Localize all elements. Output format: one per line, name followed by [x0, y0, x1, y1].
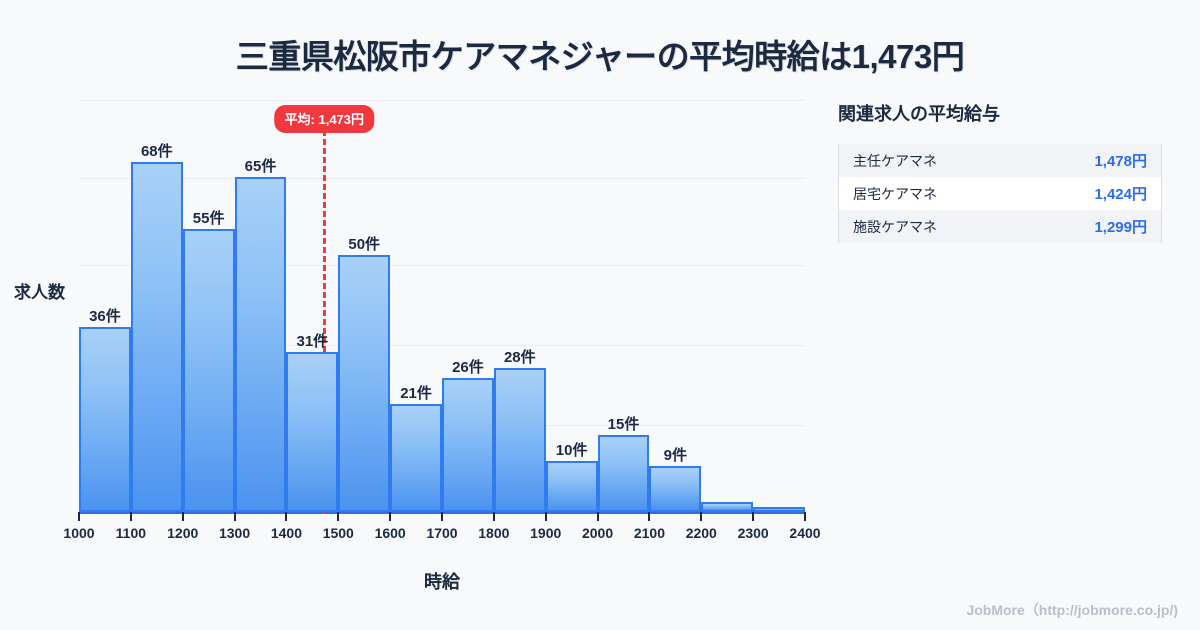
x-axis-tick	[648, 512, 651, 521]
bar-value-label: 36件	[89, 307, 121, 325]
x-axis-tick	[700, 512, 703, 521]
x-axis-tick-label: 1400	[270, 525, 302, 541]
x-axis-tick	[78, 512, 80, 521]
histogram-bar	[649, 465, 702, 512]
bar-value-label: 68件	[140, 143, 173, 160]
bar-value-label: 65件	[244, 158, 277, 176]
histogram-bar	[338, 254, 391, 512]
histogram-bar	[701, 501, 754, 512]
x-axis-tick-label: 1900	[530, 525, 562, 541]
bar-value-label: 50件	[348, 235, 381, 253]
x-axis-tick	[181, 512, 184, 521]
x-axis-tick-label: 1700	[426, 525, 458, 541]
histogram-bar	[130, 162, 183, 512]
histogram-bar	[753, 506, 805, 512]
x-axis-tick-label: 2400	[789, 525, 821, 541]
bar-value-label: 15件	[607, 415, 640, 433]
x-axis-tick-label: 1500	[322, 525, 354, 541]
x-axis-tick	[544, 512, 547, 521]
histogram-bar	[493, 367, 546, 512]
x-axis-tick-label: 1200	[167, 525, 199, 541]
panel-heading: 関連求人の平均給与	[838, 104, 1000, 124]
bar-value-label: 28件	[503, 348, 536, 366]
related-salary-row-value: 1,478円	[1094, 153, 1147, 170]
histogram-bar	[182, 228, 235, 512]
histogram-bar	[79, 326, 131, 512]
x-axis-tick-label: 1600	[374, 525, 406, 541]
average-badge: 平均: 1,473円	[274, 105, 375, 133]
x-axis-tick	[441, 512, 443, 521]
histogram-chart: 求人数 時給 平均: 1,473円 36件 68件 55件 65件 31件 50件 21件 2…	[14, 100, 821, 592]
bar-value-label: 55件	[192, 209, 225, 227]
bar-value-label: 10件	[555, 441, 588, 459]
x-axis-tick	[129, 512, 132, 521]
x-axis-tick	[389, 512, 392, 521]
x-axis-tick	[285, 512, 288, 521]
histogram-bar	[442, 378, 494, 512]
average-line	[323, 130, 327, 514]
x-axis-tick	[337, 512, 340, 521]
gridline	[79, 178, 805, 179]
footer-credit: JobMore（http://jobmore.co.jp/)	[966, 602, 1178, 618]
x-axis-tick	[596, 512, 599, 521]
x-axis-tick	[752, 512, 755, 521]
histogram-bar	[234, 177, 287, 512]
bar-value-label: 21件	[400, 384, 432, 402]
histogram-bar	[390, 403, 442, 512]
gridline	[79, 345, 805, 346]
bar-value-label: 26件	[452, 359, 484, 377]
x-axis-tick	[233, 512, 236, 521]
bar-value-label: 9件	[663, 446, 688, 464]
histogram-bar	[286, 352, 339, 512]
x-axis-tick-label: 2000	[581, 525, 614, 541]
x-axis-tick-label: 2300	[737, 525, 769, 541]
x-axis-tick	[804, 512, 806, 521]
related-salary-row: 主任ケアマネ 1,478円	[839, 144, 1161, 177]
page-title: 三重県松阪市ケアマネジャーの平均時給は1,473円	[235, 38, 965, 75]
histogram-bar	[597, 434, 650, 512]
gridline	[79, 100, 805, 101]
gridline	[79, 265, 805, 266]
x-axis-tick-label: 2100	[633, 525, 665, 541]
x-axis-tick-label: 1100	[115, 525, 147, 541]
related-salary-row-label: 施設ケアマネ	[853, 218, 937, 235]
bar-value-label: 31件	[296, 333, 329, 351]
x-axis-tick-label: 2200	[685, 525, 717, 541]
x-axis-tick	[492, 512, 495, 521]
related-salary-row: 居宅ケアマネ 1,424円	[839, 177, 1161, 210]
related-salary-row-label: 居宅ケアマネ	[853, 185, 937, 202]
x-axis-tick-label: 1800	[478, 525, 510, 541]
x-axis-tick-label: 1300	[218, 525, 251, 541]
related-salary-row: 施設ケアマネ 1,299円	[839, 210, 1161, 243]
histogram-bar	[545, 460, 598, 512]
related-salary-row-value: 1,299円	[1094, 219, 1147, 236]
related-salary-row-value: 1,424円	[1094, 186, 1147, 203]
x-axis-title: 時給	[424, 572, 460, 592]
related-salary-table: 主任ケアマネ 1,478円居宅ケアマネ 1,424円施設ケアマネ 1,299円	[838, 144, 1162, 243]
related-salary-panel: 関連求人の平均給与 主任ケアマネ 1,478円居宅ケアマネ 1,424円施設ケアマネ…	[838, 100, 1168, 243]
x-axis-tick-label: 1000	[63, 525, 95, 541]
y-axis-title: 求人数	[14, 283, 65, 302]
related-salary-row-label: 主任ケアマネ	[853, 152, 937, 169]
